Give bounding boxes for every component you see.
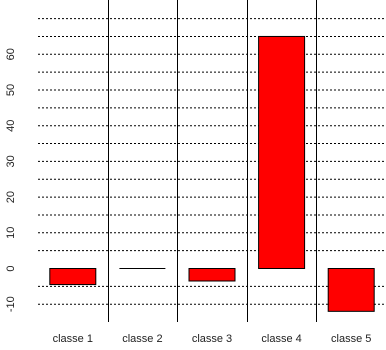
bar-5 (327, 268, 375, 312)
y-tick-label: 30 (5, 155, 17, 167)
category-label: classe 4 (261, 333, 301, 345)
y-tick-label: 10 (5, 227, 17, 239)
y-tick-label: 0 (5, 265, 17, 271)
category-label: classe 5 (331, 333, 371, 345)
y-tick-label: 20 (5, 191, 17, 203)
y-tick-label: 40 (5, 120, 17, 132)
category-label: classe 1 (53, 333, 93, 345)
category-label: classe 2 (122, 333, 162, 345)
y-tick-label: 60 (5, 48, 17, 60)
y-tick-label: 50 (5, 84, 17, 96)
y-tick-label: -10 (5, 296, 17, 312)
category-label: classe 3 (192, 333, 232, 345)
bar-3 (188, 268, 236, 282)
bar-1 (49, 268, 97, 286)
bar-4 (258, 35, 306, 270)
